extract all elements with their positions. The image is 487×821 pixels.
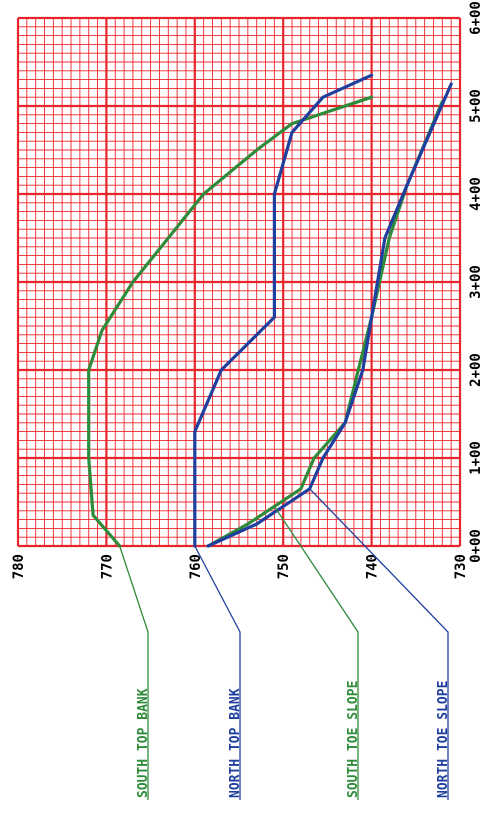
grid	[16, 16, 462, 548]
y-tick-label: 730	[453, 554, 469, 579]
series-line-north-toe-slope	[206, 82, 453, 548]
series-line-south-top-bank	[87, 95, 374, 548]
x-tick-label: 5+00	[468, 89, 484, 123]
series-line-north-top-bank	[193, 73, 374, 548]
x-tick-label: 6+00	[468, 1, 484, 35]
legend-leader-south-top-bank	[119, 545, 149, 800]
legend-label-north-toe-slope: NORTH TOE SLOPE	[436, 681, 451, 798]
legend-leader-south-toe-slope	[273, 506, 359, 800]
y-tick-label: 740	[365, 554, 381, 579]
legend-leader-north-top-bank	[194, 545, 241, 800]
y-tick-label: 780	[11, 554, 27, 579]
x-tick-label: 4+00	[468, 177, 484, 211]
x-tick-label: 2+00	[468, 353, 484, 387]
x-tick-label: 1+00	[468, 441, 484, 475]
y-tick-label: 760	[188, 554, 204, 579]
legend: SOUTH TOP BANK NORTH TOP BANK SOUTH TOE SL…	[119, 488, 451, 800]
legend-leader-north-toe-slope	[309, 488, 449, 800]
x-tick-label: 3+00	[468, 265, 484, 299]
tick-labels: 730 740 750 760 770 780 0+00 1+00 2+00 3+00 4+00 5+…	[11, 1, 484, 579]
series-group	[87, 73, 453, 548]
y-tick-label: 750	[276, 554, 292, 579]
y-tick-label: 770	[99, 554, 115, 579]
x-tick-label: 0+00	[468, 529, 484, 563]
legend-label-south-top-bank: SOUTH TOP BANK	[136, 688, 151, 798]
legend-label-south-toe-slope: SOUTH TOE SLOPE	[346, 681, 361, 798]
legend-label-north-top-bank: NORTH TOP BANK	[228, 688, 243, 798]
